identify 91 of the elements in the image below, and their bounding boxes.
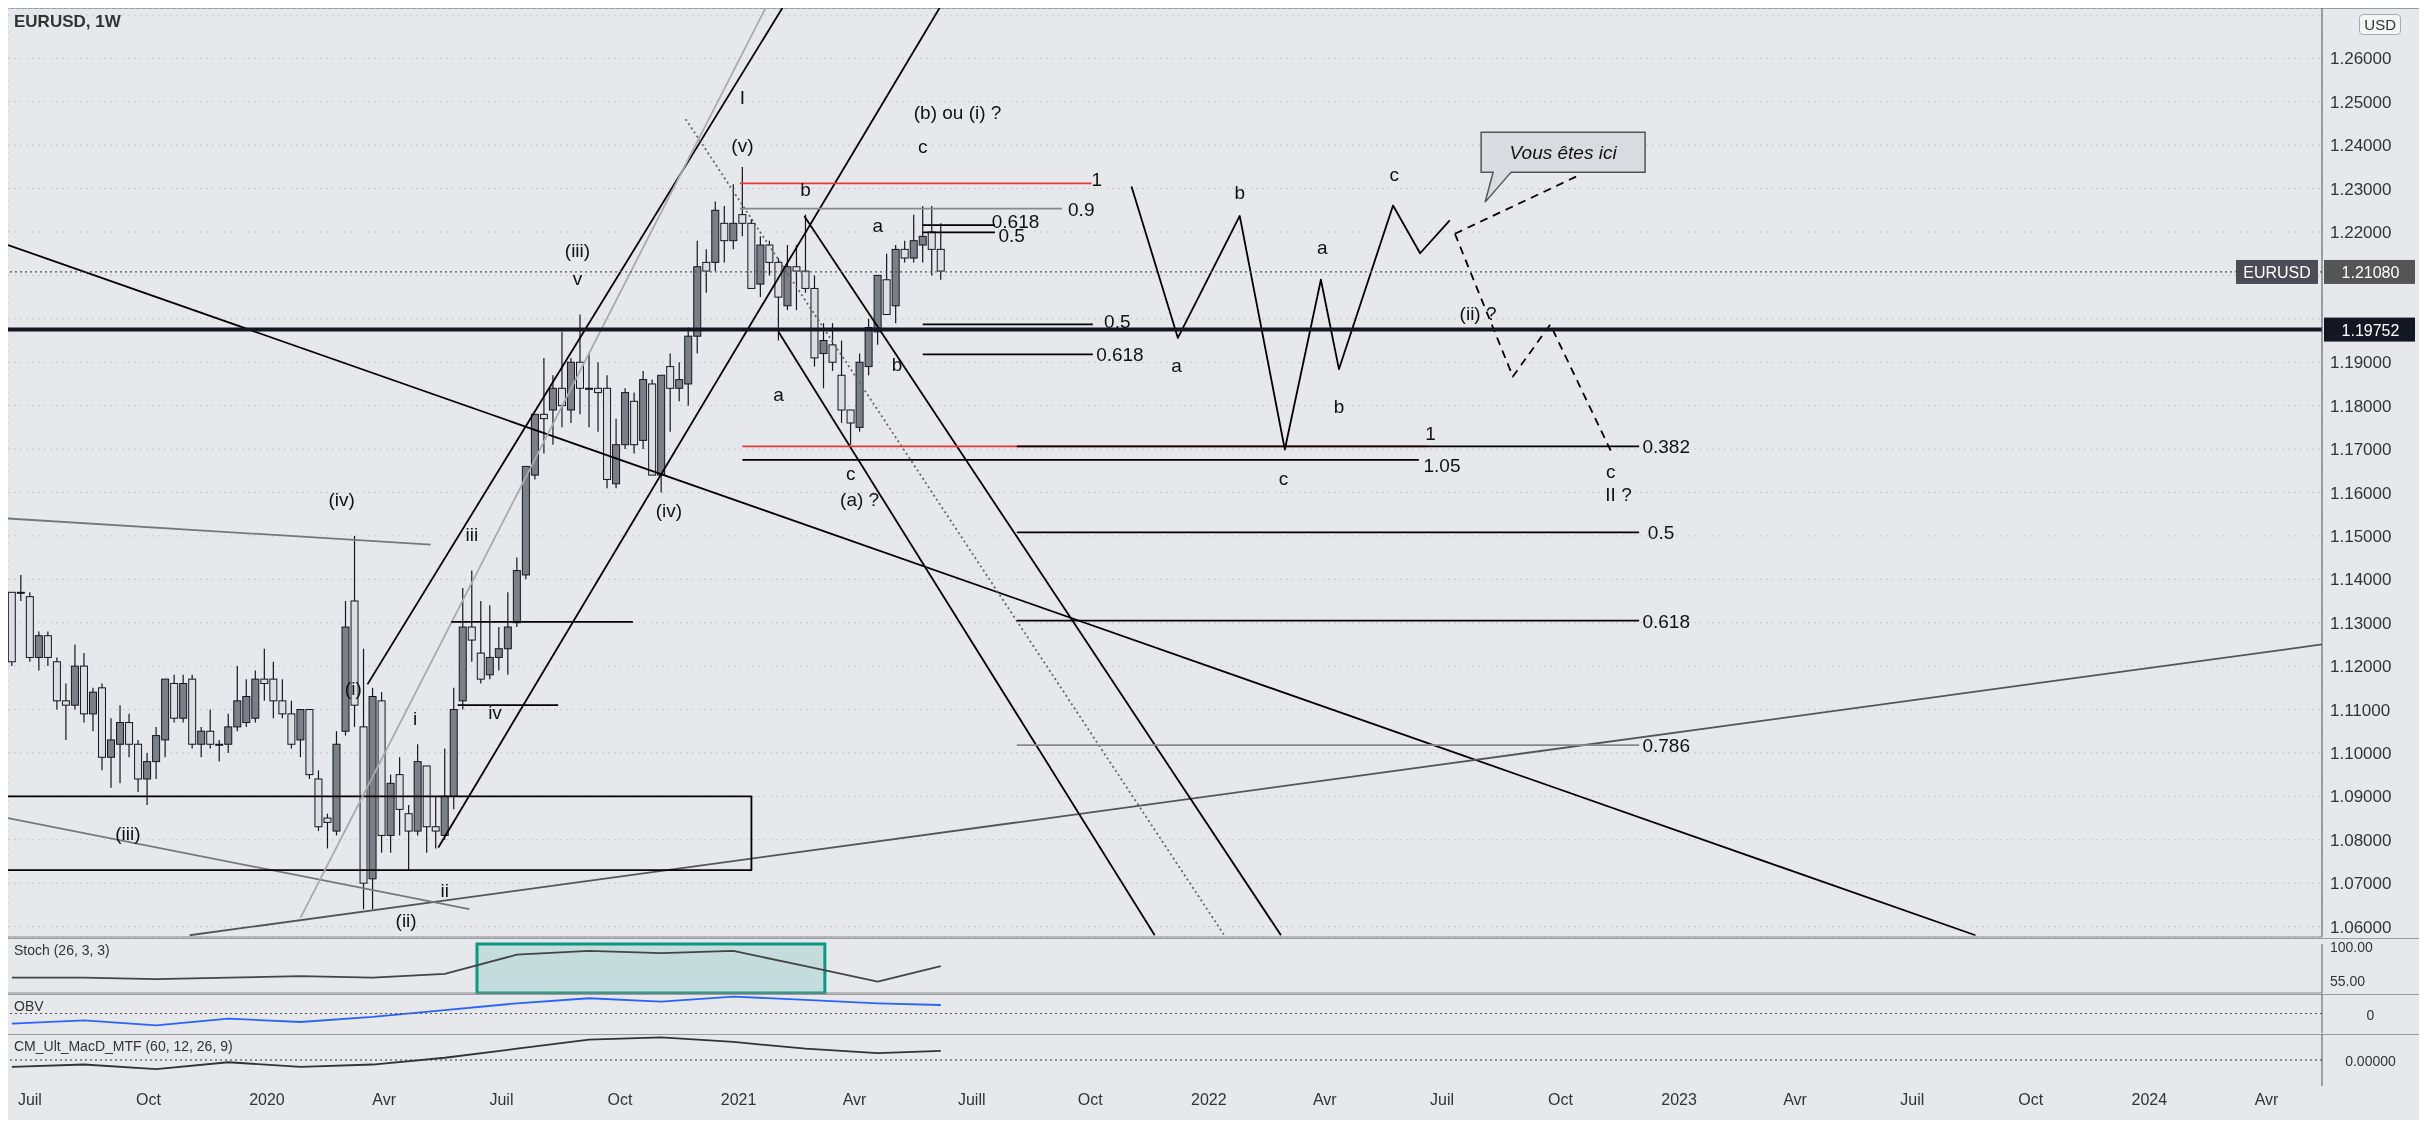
y-tick-label: 1.14000 [2330, 570, 2392, 590]
annotation: 1 [1425, 422, 1436, 444]
x-tick-label: Avr [1783, 1091, 1808, 1109]
x-tick-label: Oct [607, 1091, 633, 1109]
y-tick-label: 100.00 [2330, 939, 2374, 956]
x-tick-label: 2020 [249, 1091, 285, 1109]
annotation: 1 [1091, 169, 1102, 191]
y-tick-label: 1.23000 [2330, 179, 2392, 199]
x-tick-label: Oct [1548, 1091, 1574, 1109]
annotation: c [918, 136, 928, 158]
x-tick-label: 2021 [720, 1091, 757, 1109]
annotation: a [1171, 354, 1183, 376]
annotation: 0.5 [1647, 522, 1675, 544]
annotation: (b) ou (i) ? [913, 101, 1002, 123]
y-tick-label: 1.11000 [2330, 700, 2391, 720]
annotation: (iv) [655, 499, 683, 521]
annotation: iv [488, 701, 503, 723]
ref-line-label: 0.00000 [2345, 1053, 2397, 1069]
annotation: (a) ? [840, 488, 880, 510]
x-tick-label: Juill [957, 1091, 986, 1109]
y-tick-label: 1.24000 [2330, 136, 2392, 156]
x-tick-label: 2024 [2131, 1091, 2168, 1109]
x-tick-label: Juil [1430, 1091, 1455, 1109]
x-tick-label: 2023 [1661, 1091, 1697, 1109]
x-tick-label: Juil [17, 1091, 42, 1109]
y-tick-label: 1.17000 [2330, 440, 2392, 460]
y-tick-label: 1.12000 [2330, 657, 2392, 677]
annotation: c [1278, 467, 1289, 489]
annotation: 0.786 [1642, 735, 1690, 757]
x-tick-label: Oct [135, 1091, 162, 1109]
y-tick-label: 1.15000 [2330, 526, 2392, 546]
y-tick-label: 1.26000 [2330, 49, 2392, 69]
ref-line-label: 1.19752 [2341, 321, 2400, 339]
chart-title: OBV [14, 998, 44, 1014]
x-tick-label: Avr [372, 1091, 397, 1109]
annotation: (iii) [115, 822, 141, 844]
x-tick-label: Avr [842, 1091, 868, 1109]
x-tick-label: Oct [1077, 1091, 1104, 1109]
annotation: (ii) [395, 910, 417, 932]
annotation: a [773, 384, 785, 406]
annotation: (iv) [328, 488, 355, 510]
annotation: 1.05 [1423, 455, 1461, 477]
x-tick-label: Juil [489, 1091, 514, 1109]
annotation: a [872, 215, 884, 237]
x-tick-label: Oct [2018, 1091, 2044, 1109]
y-tick-label: 1.06000 [2330, 917, 2392, 937]
y-tick-label: 1.22000 [2330, 223, 2392, 243]
y-tick-label: 1.19000 [2330, 353, 2392, 373]
annotation: c [1389, 164, 1400, 186]
annotation: b [1333, 396, 1345, 418]
chart-title: EURUSD, 1W [14, 12, 121, 32]
annotation: 0.9 [1068, 198, 1095, 220]
annotation: (v) [731, 134, 754, 156]
y-tick-label: 1.07000 [2330, 874, 2392, 894]
y-axis-title: USD [2359, 14, 2401, 35]
ref-line-label: 1.21080 [2341, 263, 2400, 281]
y-tick-label: 1.16000 [2330, 483, 2392, 503]
chart-title: CM_Ult_MacD_MTF (60, 12, 26, 9) [14, 1038, 233, 1054]
annotation: 0.618 [1642, 610, 1690, 632]
annotation: iii [465, 523, 479, 545]
x-tick-label: 2022 [1191, 1091, 1227, 1109]
annotation: i [413, 708, 418, 730]
annotation: (ii) ? [1459, 302, 1497, 324]
y-tick-label: 1.13000 [2330, 613, 2392, 633]
x-tick-label: Avr [1312, 1091, 1338, 1109]
x-tick-label: Juil [1900, 1091, 1925, 1109]
x-tick-label: Avr [2254, 1091, 2280, 1109]
annotation: Vous êtes ici [1509, 142, 1618, 164]
annotation: 0.5 [1104, 310, 1131, 332]
y-tick-label: 1.10000 [2330, 743, 2392, 763]
y-tick-label: 1.08000 [2330, 830, 2392, 850]
annotation: a [1316, 237, 1328, 259]
annotation: c [1606, 460, 1616, 482]
annotation: v [572, 268, 583, 290]
annotation: b [800, 179, 811, 201]
ref-line-label: 0 [2366, 1006, 2375, 1023]
annotation: I [739, 86, 746, 108]
annotation: b [1234, 182, 1246, 204]
y-tick-label: 1.18000 [2330, 396, 2392, 416]
y-tick-label: 1.09000 [2330, 787, 2392, 807]
y-tick-label: 1.25000 [2330, 92, 2392, 112]
annotation: b [891, 354, 903, 376]
y-tick-label: 55.00 [2330, 973, 2366, 990]
annotation: EURUSD [2243, 263, 2311, 281]
annotation: 0.618 [1096, 344, 1144, 366]
annotation: (iii) [564, 240, 591, 262]
annotation: c [845, 463, 856, 485]
annotation: ii [440, 879, 449, 901]
chart-title: Stoch (26, 3, 3) [14, 942, 110, 958]
annotation: II ? [1605, 483, 1632, 505]
annotation: 0.382 [1642, 436, 1690, 458]
